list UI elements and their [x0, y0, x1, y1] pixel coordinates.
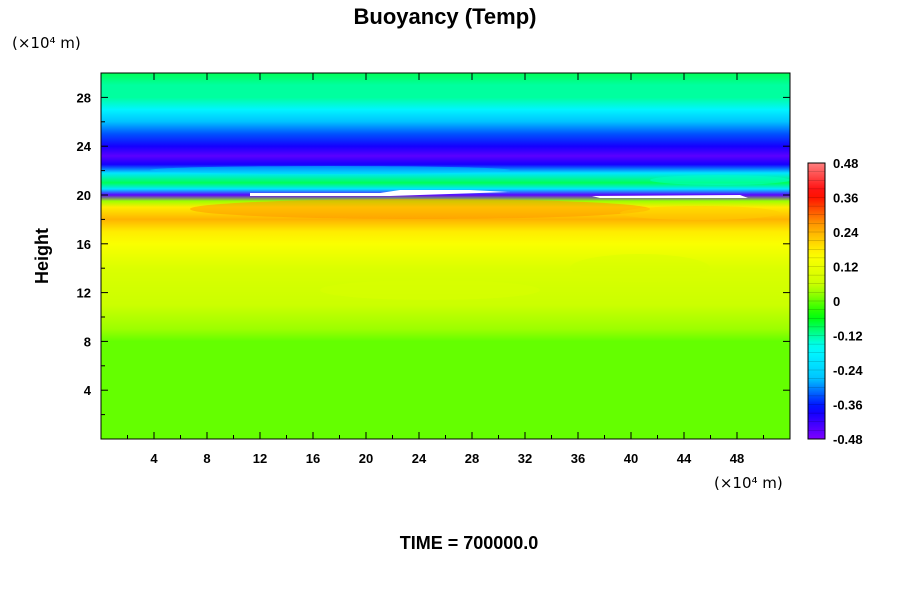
warm-patch — [320, 280, 540, 300]
heatmap-field — [101, 73, 790, 439]
x-tick-label: 32 — [518, 451, 532, 466]
warm-band-region — [190, 199, 650, 219]
chart-title: Buoyancy (Temp) — [354, 4, 537, 29]
y-tick-label: 12 — [77, 286, 91, 301]
colorbar-frame — [807, 162, 826, 440]
colorbar-tick-label: 0.24 — [833, 225, 859, 240]
y-tick-label: 20 — [77, 188, 91, 203]
time-label: TIME = 700000.0 — [400, 533, 539, 553]
y-axis: 4 8 12 16 20 24 28 — [77, 90, 790, 416]
x-axis: 4 8 12 16 20 24 28 32 36 40 44 48 — [127, 73, 764, 466]
x-tick-label: 48 — [730, 451, 744, 466]
y-unit-label: (×10⁴ m) — [12, 34, 81, 52]
x-tick-label: 12 — [253, 451, 267, 466]
colorbar-tick-label: 0.36 — [833, 191, 858, 206]
y-tick-label: 28 — [77, 90, 91, 105]
white-contour-gap — [250, 190, 510, 196]
warm-patch — [570, 254, 710, 282]
x-tick-label: 36 — [571, 451, 585, 466]
heatmap-variation — [150, 166, 790, 300]
colorbar-tick-label: -0.12 — [833, 329, 863, 344]
colorbar-tick-label: 0 — [833, 294, 840, 309]
y-tick-label: 8 — [84, 334, 91, 349]
white-contour-gap — [592, 195, 748, 198]
colorbar-tick-label: 0.48 — [833, 156, 858, 171]
x-tick-label: 20 — [359, 451, 373, 466]
colorbar-tick-label: -0.36 — [833, 398, 863, 413]
y-tick-label: 24 — [77, 139, 92, 154]
warm-band-region — [620, 206, 780, 220]
cold-band-region — [650, 175, 790, 185]
x-tick-label: 40 — [624, 451, 638, 466]
colorbar-gradient — [808, 163, 825, 439]
colorbar: 0.48 0.36 0.24 0.12 0 -0.12 -0.24 -0.36 -0.48 — [807, 156, 863, 447]
colorbar-tick-label: 0.12 — [833, 260, 858, 275]
colorbar-tick-label: -0.48 — [833, 432, 863, 447]
x-tick-label: 28 — [465, 451, 479, 466]
x-tick-label: 24 — [412, 451, 427, 466]
x-tick-label: 4 — [150, 451, 158, 466]
y-tick-label: 4 — [84, 383, 92, 398]
y-tick-label: 16 — [77, 237, 91, 252]
x-tick-label: 16 — [306, 451, 320, 466]
x-tick-label: 8 — [203, 451, 210, 466]
cold-band-region — [150, 166, 510, 174]
colorbar-contour-lines — [808, 171, 825, 431]
colorbar-tick-label: -0.24 — [833, 363, 863, 378]
x-unit-label: (×10⁴ m) — [714, 474, 783, 492]
y-axis-label: Height — [32, 228, 52, 284]
x-tick-label: 44 — [677, 451, 692, 466]
colorbar-labels: 0.48 0.36 0.24 0.12 0 -0.12 -0.24 -0.36 -0.48 — [833, 156, 863, 447]
